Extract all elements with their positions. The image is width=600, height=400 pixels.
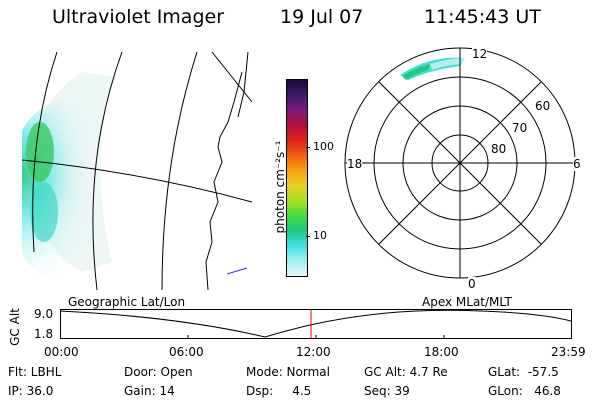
orbit-ylabel: GC Alt [7,308,22,346]
colorbar [286,79,308,277]
polar-plot [344,47,576,279]
orbit-ytick-bottom: 1.8 [34,327,54,341]
orbit-xtick-0600: 06:00 [169,345,204,359]
orbit-ytick-top: 9.0 [34,307,54,321]
orbit-xtick-0000: 00:00 [44,345,79,359]
lat-label-70: 70 [512,121,528,135]
status-gain: Gain: 14 [124,384,175,398]
status-glat: GLat: -57.5 [488,365,559,379]
orbit-xtick-2359: 23:59 [551,345,586,359]
orbit-altitude-plot [59,309,572,339]
status-ip: IP: 36.0 [8,384,54,398]
status-door: Door: Open [124,365,193,379]
orbit-right-title: Apex MLat/MLT [422,295,512,309]
mlt-label-6: 6 [573,157,581,171]
colorbar-tick-10: 10 [313,229,327,242]
orbit-xtick-1800: 18:00 [424,345,459,359]
status-dsp: Dsp: 4.5 [246,384,312,398]
mlt-label-12: 12 [472,47,488,61]
mlt-label-0: 0 [468,277,476,291]
colorbar-unit-label: photon cm⁻²s⁻¹ [273,140,287,234]
lat-label-80: 80 [491,142,507,156]
colorbar-tick-100: 100 [313,140,334,153]
status-gc-alt: GC Alt: 4.7 Re [364,365,448,379]
geographic-image [22,52,252,290]
image-date: 19 Jul 07 [280,6,364,28]
status-mode: Mode: Normal [246,365,330,379]
status-glon: GLon: 46.8 [488,384,561,398]
image-time: 11:45:43 UT [424,6,541,28]
status-seq: Seq: 39 [364,384,410,398]
lat-label-60: 60 [535,99,551,113]
orbit-xtick-1200: 12:00 [296,345,331,359]
mlt-label-18: 18 [347,157,363,171]
orbit-left-title: Geographic Lat/Lon [68,295,186,309]
status-flt: Flt: LBHL [8,365,62,379]
app-title: Ultraviolet Imager [52,6,225,28]
